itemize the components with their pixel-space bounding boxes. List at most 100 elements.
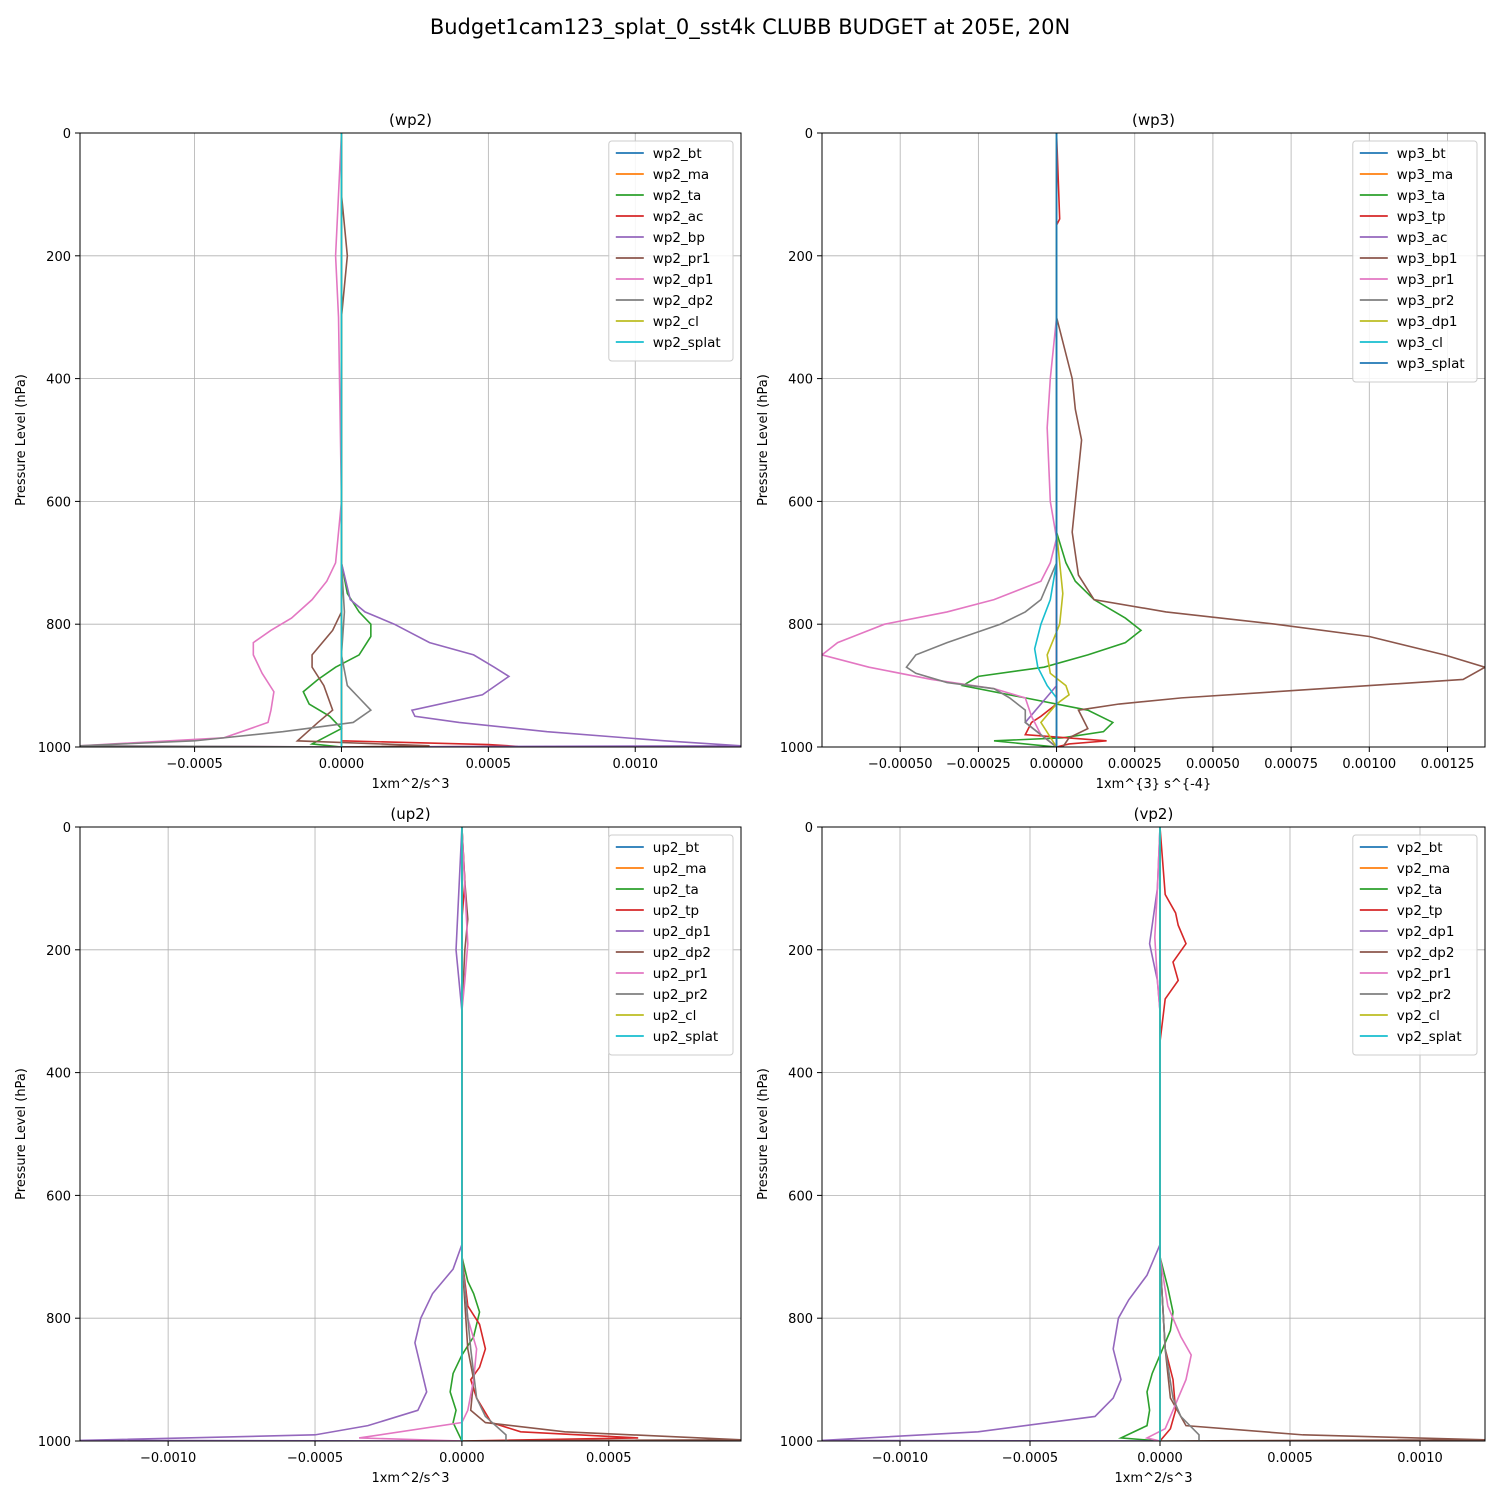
legend: wp2_bt wp2_ma wp2_ta wp2_ac wp2_bp wp2_pr1 wp2… (608, 140, 734, 362)
series-line-wp3_pr1 (822, 133, 1058, 747)
x-axis-label: 1xm^{3} s^{-4} (1096, 777, 1212, 792)
legend-box (608, 140, 734, 362)
series-group (822, 133, 1485, 747)
series-line-vp2_ta (1117, 827, 1174, 1441)
subplot-title: (wp3) (1132, 111, 1175, 129)
legend-entry: up2_ma (653, 861, 707, 877)
y-tick-label: 1000 (38, 1435, 71, 1450)
y-axis-label: Pressure Level (hPa) (14, 374, 29, 506)
x-tick-label: 0.0000 (439, 1451, 485, 1466)
y-tick-label: 1000 (780, 1435, 813, 1450)
legend-entry: wp3_ma (1397, 167, 1453, 183)
legend-entry: vp2_ma (1397, 861, 1450, 877)
plot-frame (79, 132, 742, 748)
chart-panel-4: −0.0010 −0.0005 0.0000 0.0005 0.0010 0 200 400 6… (756, 805, 1486, 1486)
legend-entry: wp2_ac (653, 209, 704, 225)
legend-entry: up2_pr2 (653, 987, 708, 1003)
series-line-up2_dp1 (80, 827, 463, 1441)
legend-entry: up2_cl (653, 1008, 697, 1024)
series-line-wp3_dp1 (1039, 133, 1071, 747)
legend-entry: vp2_pr1 (1397, 966, 1452, 982)
chart-panel-1: −0.0005 0.0000 0.0005 0.0010 0 200 400 600 800 10… (14, 111, 742, 792)
x-tick-label: 0.0010 (612, 757, 658, 772)
y-tick-label: 1000 (38, 741, 71, 756)
y-tick-label: 1000 (780, 741, 813, 756)
subplot-title: (wp2) (389, 111, 432, 129)
legend-entry: vp2_tp (1397, 903, 1443, 919)
legend-entry: wp2_ta (653, 188, 702, 204)
figure-title: Budget1cam123_splat_0_sst4k CLUBB BUDGET… (429, 15, 1071, 39)
series-line-wp2_dp2 (80, 133, 373, 747)
x-tick-label: −0.00025 (946, 757, 1011, 772)
chart-panel-2: −0.00050 −0.00025 0.00000 0.00025 0.00050 0.0… (756, 111, 1486, 792)
series-line-wp2_ac (340, 133, 518, 747)
y-tick-label: 200 (788, 250, 813, 265)
series-line-wp3_tp (1024, 133, 1107, 747)
legend-entry: wp3_pr2 (1397, 293, 1455, 309)
x-tick-label: 0.00025 (1108, 757, 1162, 772)
legend-entry: wp2_ma (653, 167, 709, 183)
legend-entry: wp2_bt (653, 146, 702, 162)
legend-entry: wp3_tp (1397, 209, 1446, 225)
x-tick-label: 0.00125 (1421, 757, 1475, 772)
y-axis-label: Pressure Level (hPa) (756, 1068, 771, 1200)
legend-entry: up2_pr1 (653, 966, 708, 982)
legend-entry: wp3_bt (1397, 146, 1446, 162)
series-line-vp2_pr1 (1144, 827, 1193, 1441)
x-tick-label: 0.00050 (1186, 757, 1240, 772)
series-group (822, 827, 1485, 1441)
legend-entry: up2_splat (653, 1029, 718, 1045)
legend: up2_bt up2_ma up2_ta up2_tp up2_dp1 up2_dp2up… (608, 834, 734, 1056)
legend-entry: vp2_cl (1397, 1008, 1440, 1024)
legend-entry: vp2_bt (1397, 840, 1443, 856)
x-axis-label: 1xm^2/s^3 (371, 1471, 449, 1486)
chart-panel-3: −0.0010 −0.0005 0.0000 0.0005 0 200 400 600 800 1… (14, 805, 742, 1486)
subplot-title: (vp2) (1134, 805, 1174, 823)
legend-entry: vp2_dp1 (1397, 924, 1455, 940)
x-tick-label: 0.0010 (1397, 1451, 1443, 1466)
legend-entry: vp2_splat (1397, 1029, 1462, 1045)
y-tick-label: 0 (63, 821, 71, 836)
y-tick-label: 600 (788, 495, 813, 510)
y-tick-label: 0 (63, 127, 71, 142)
x-tick-label: −0.0010 (140, 1451, 196, 1466)
y-tick-label: 600 (788, 1189, 813, 1204)
y-tick-label: 600 (46, 495, 71, 510)
legend-box (1352, 834, 1478, 1056)
series-line-up2_ta (449, 827, 481, 1441)
series-line-wp2_pr1 (295, 133, 430, 747)
legend-entry: vp2_ta (1397, 882, 1442, 898)
series-line-vp2_dp1 (822, 827, 1161, 1441)
x-tick-label: 0.00100 (1342, 757, 1396, 772)
x-tick-label: −0.00050 (868, 757, 933, 772)
y-tick-label: 600 (46, 1189, 71, 1204)
y-tick-label: 800 (788, 1312, 813, 1327)
series-line-wp2_bp (340, 133, 741, 747)
legend-entry: wp2_dp1 (653, 272, 714, 288)
y-tick-label: 800 (46, 618, 71, 633)
x-axis-label: 1xm^2/s^3 (1114, 1471, 1192, 1486)
series-line-wp3_ac (1024, 133, 1058, 747)
legend-entry: wp3_splat (1397, 356, 1465, 372)
series-line-wp3_ta (960, 133, 1143, 747)
series-line-up2_dp2 (461, 827, 741, 1441)
x-tick-label: 0.00075 (1264, 757, 1318, 772)
legend: wp3_bt wp3_ma wp3_ta wp3_tp wp3_ac wp3_bp1 wp3… (1352, 140, 1478, 383)
legend-entry: wp3_pr1 (1397, 272, 1455, 288)
legend-entry: wp2_dp2 (653, 293, 714, 309)
x-tick-label: −0.0005 (287, 1451, 343, 1466)
x-tick-label: 0.0005 (466, 757, 512, 772)
legend-entry: wp2_pr1 (653, 251, 711, 267)
plot-frame (79, 826, 742, 1442)
subplot-title: (up2) (390, 805, 430, 823)
y-tick-label: 0 (805, 821, 813, 836)
legend-entry: wp3_cl (1397, 335, 1443, 351)
x-tick-label: 0.00000 (1030, 757, 1084, 772)
x-tick-label: −0.0010 (872, 1451, 928, 1466)
plot-frame (821, 826, 1486, 1442)
legend-entry: vp2_dp2 (1397, 945, 1455, 961)
x-tick-label: −0.0005 (166, 757, 222, 772)
series-line-wp3_bp1 (1055, 133, 1485, 747)
series-line-wp2_dp1 (80, 133, 343, 747)
